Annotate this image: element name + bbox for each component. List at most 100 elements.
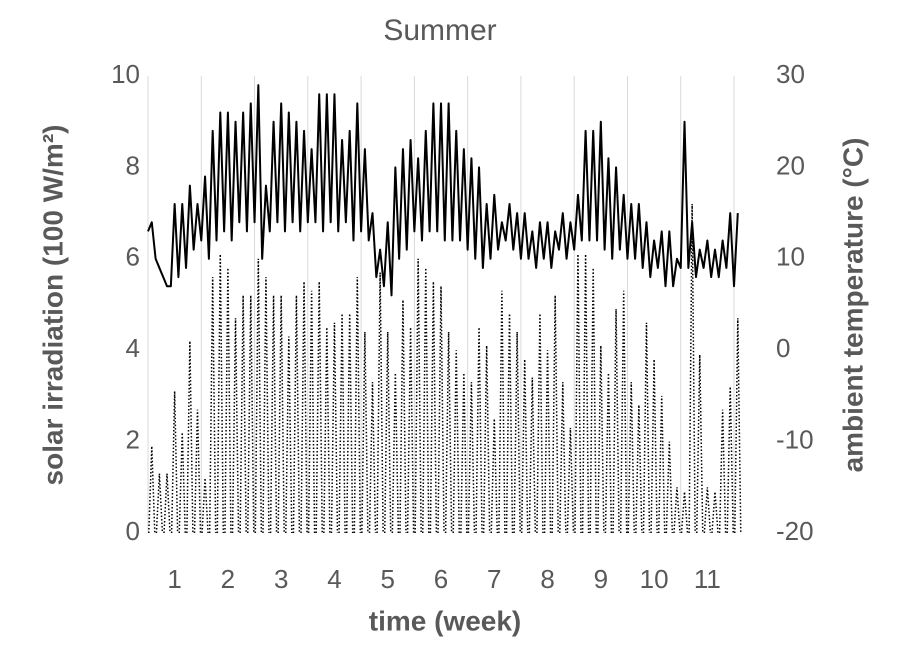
solar-spike [657, 395, 666, 534]
solar-spike [612, 309, 620, 534]
solar-spike [444, 331, 453, 534]
solar-spike [604, 373, 613, 534]
solar-spike [338, 313, 346, 534]
solar-spike [680, 491, 689, 534]
solar-spike [285, 336, 293, 534]
solar-spike [254, 258, 263, 534]
solar-spike [414, 258, 422, 534]
solar-spike [627, 382, 635, 534]
solar-spike [231, 318, 240, 534]
solar-spike [307, 290, 316, 534]
solar-spike [688, 203, 696, 534]
solar-spike [520, 359, 529, 534]
solar-spike [155, 473, 164, 534]
x-tick-label: 10 [640, 564, 669, 594]
x-tick-label: 6 [434, 564, 448, 594]
y2-tick-label: -10 [776, 424, 814, 454]
solar-spike [247, 295, 255, 534]
solar-spike [650, 359, 658, 534]
solar-spike [528, 377, 537, 534]
solar-spike [437, 286, 445, 534]
solar-spike [475, 327, 483, 534]
solar-spike [642, 322, 651, 534]
solar-spike [178, 432, 187, 534]
solar-spike [422, 267, 430, 534]
solar-spike [201, 478, 209, 534]
solar-spike [269, 295, 278, 534]
solar-spike [513, 331, 521, 534]
y2-tick-label: 0 [776, 333, 790, 363]
solar-spike [703, 487, 712, 534]
solar-spike [406, 327, 415, 534]
x-tick-label: 3 [274, 564, 288, 594]
solar-spike [711, 491, 719, 534]
solar-spike [170, 391, 179, 534]
x-tick-label: 8 [540, 564, 554, 594]
solar-spike [490, 418, 499, 534]
y-tick-label: 0 [126, 516, 140, 546]
solar-spike [597, 345, 605, 534]
x-tick-label: 2 [221, 564, 235, 594]
solar-spike [452, 350, 460, 534]
y2-axis-title: ambient temperature (°C) [837, 138, 868, 473]
solar-spike [300, 281, 308, 534]
temperature-line [147, 84, 739, 297]
solar-spike [635, 405, 643, 534]
solar-spike [551, 295, 559, 534]
solar-spike [665, 441, 674, 534]
solar-spike [163, 473, 171, 534]
solar-spike [559, 382, 567, 534]
solar-spike [726, 386, 734, 534]
x-tick-label: 11 [694, 564, 721, 594]
solar-spike [429, 281, 438, 534]
x-tick-label: 9 [594, 564, 608, 594]
x-tick-label: 5 [380, 564, 394, 594]
y-tick-label: 8 [126, 150, 140, 180]
x-tick-label: 7 [487, 564, 501, 594]
solar-spike [399, 299, 407, 534]
y-tick-label: 2 [126, 424, 140, 454]
y2-tick-label: 10 [776, 242, 805, 272]
solar-spike [368, 382, 377, 534]
y-tick-label: 4 [126, 333, 140, 363]
y-axis-title: solar irradiation (100 W/m²) [37, 125, 68, 486]
solar-spike [239, 295, 247, 534]
solar-spike [277, 295, 285, 534]
solar-spike [619, 290, 628, 534]
solar-spike [330, 322, 339, 534]
y2-tick-label: -20 [776, 516, 814, 546]
solar-spike [383, 331, 392, 534]
solar-spike [536, 313, 544, 534]
y2-tick-label: 30 [776, 59, 805, 89]
solar-spike [361, 331, 369, 534]
solar-spike [467, 382, 476, 534]
solar-spike [186, 341, 194, 534]
solar-spike [292, 295, 301, 534]
solar-spike [460, 373, 468, 534]
solar-spike [574, 254, 582, 534]
solar-spike [482, 345, 491, 534]
solar-spike [581, 254, 590, 534]
solar-spike [391, 373, 400, 534]
solar-spike [673, 487, 681, 534]
solar-spike [589, 267, 597, 534]
solar-spike [718, 409, 727, 534]
solar-spike [498, 290, 506, 534]
solar-spike [216, 254, 225, 534]
solar-spike [505, 313, 514, 534]
solar-spike [208, 277, 217, 534]
x-tick-label: 4 [327, 564, 341, 594]
y2-tick-label: 20 [776, 150, 805, 180]
y-tick-label: 6 [126, 242, 140, 272]
solar-spike [345, 313, 354, 534]
solar-spike [353, 277, 362, 534]
solar-spike [148, 446, 156, 534]
solar-spike [224, 267, 232, 534]
solar-spike [734, 318, 742, 534]
solar-spike [262, 277, 270, 534]
y-tick-label: 10 [111, 59, 140, 89]
solar-spike [315, 281, 323, 534]
x-tick-label: 1 [167, 564, 181, 594]
solar-spike [566, 427, 575, 534]
solar-spike [696, 354, 704, 534]
